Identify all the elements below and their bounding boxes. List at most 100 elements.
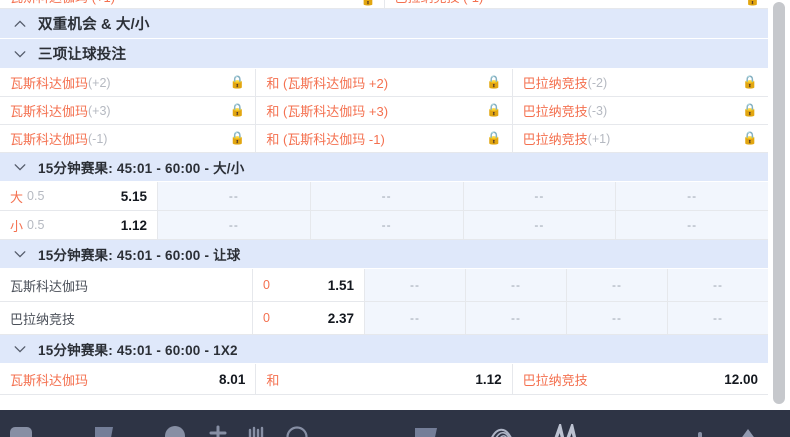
odd-cell[interactable]: 和 1.12 bbox=[256, 364, 513, 394]
outcome-handicap: (+3) bbox=[88, 103, 111, 118]
lock-icon: 🔒 bbox=[742, 75, 758, 89]
empty-dash: -- bbox=[511, 278, 521, 292]
outcome-cell[interactable]: 小 0.5 1.12 bbox=[0, 211, 158, 239]
app-icon-11[interactable] bbox=[690, 424, 710, 437]
partial-outcome-cell[interactable]: 巴拉纳竞技 (-1) 🔒 bbox=[384, 0, 768, 8]
empty-cell: -- bbox=[310, 211, 464, 239]
odd-cell[interactable]: 0 2.37 bbox=[253, 302, 365, 334]
team-label: 瓦斯科达伽玛 bbox=[10, 278, 89, 294]
empty-dash: -- bbox=[228, 189, 239, 203]
scrollbar-thumb[interactable] bbox=[773, 2, 785, 404]
handicap-value: 0 bbox=[263, 311, 270, 325]
outcome-cell[interactable]: 瓦斯科达伽玛 (+2) 🔒 bbox=[0, 69, 257, 96]
empty-cell: -- bbox=[466, 302, 567, 334]
outcome-line: 0.5 bbox=[27, 189, 45, 203]
section-header-15min-over-under[interactable]: 15分钟赛果: 45:01 - 60:00 - 大/小 bbox=[0, 153, 768, 182]
empty-cell: -- bbox=[158, 182, 311, 210]
app-icon-1[interactable] bbox=[8, 424, 34, 437]
empty-cell: -- bbox=[567, 302, 668, 334]
outcome-handicap: (-1) bbox=[88, 131, 108, 146]
app-icon-2[interactable] bbox=[92, 424, 116, 437]
lock-icon: 🔒 bbox=[361, 0, 376, 6]
partial-outcome-cell[interactable]: 瓦斯科达伽玛 (+1) 🔒 bbox=[0, 0, 385, 8]
outcome-cell[interactable]: 大 0.5 5.15 bbox=[0, 182, 158, 210]
empty-dash: -- bbox=[534, 189, 545, 203]
odd-value: 12.00 bbox=[724, 371, 758, 387]
lock-icon: 🔒 bbox=[229, 103, 246, 117]
outcome-cell[interactable]: 巴拉纳竞技 (-3) 🔒 bbox=[512, 97, 768, 124]
odd-cell[interactable]: 瓦斯科达伽玛 8.01 bbox=[0, 364, 257, 394]
table-row: 小 0.5 1.12 -- -- -- -- bbox=[0, 211, 768, 240]
app-icon-5[interactable] bbox=[246, 424, 268, 437]
empty-cell: -- bbox=[466, 269, 567, 301]
empty-dash: -- bbox=[511, 311, 521, 325]
outcome-label: 瓦斯科达伽玛 bbox=[10, 104, 89, 119]
app-icon-3[interactable] bbox=[162, 424, 188, 437]
outcome-label: 巴拉纳竞技 bbox=[522, 372, 588, 388]
app-icon-10[interactable] bbox=[614, 424, 654, 437]
section-header-three-way-handicap[interactable]: 三项让球投注 bbox=[0, 39, 768, 69]
app-icon-7[interactable] bbox=[412, 424, 440, 437]
markets-scroll-panel[interactable]: 瓦斯科达伽玛 (+1) 🔒 巴拉纳竞技 (-1) 🔒 双重机会 & 大/小 bbox=[0, 0, 790, 410]
outcome-label: 巴拉纳竞技 bbox=[522, 76, 588, 91]
empty-dash: -- bbox=[713, 278, 723, 292]
odd-value: 2.37 bbox=[327, 310, 354, 326]
lock-icon: 🔒 bbox=[745, 0, 760, 6]
empty-dash: -- bbox=[687, 189, 698, 203]
chevron-down-icon bbox=[12, 159, 28, 175]
handicap-value: 0 bbox=[263, 278, 270, 292]
outcome-label: 大 bbox=[10, 189, 24, 205]
app-icon-9[interactable] bbox=[548, 420, 582, 437]
section-header-15min-handicap[interactable]: 15分钟赛果: 45:01 - 60:00 - 让球 bbox=[0, 240, 768, 269]
outcome-label: 巴拉纳竞技 bbox=[522, 104, 588, 119]
odd-cell[interactable]: 巴拉纳竞技 12.00 bbox=[512, 364, 768, 394]
outcome-cell[interactable]: 巴拉纳竞技 (+1) 🔒 bbox=[512, 125, 768, 152]
app-icon-4[interactable] bbox=[208, 424, 228, 437]
chevron-up-icon bbox=[12, 16, 28, 32]
section-header-double-chance-over-under[interactable]: 双重机会 & 大/小 bbox=[0, 9, 768, 39]
outcome-cell[interactable]: 巴拉纳竞技 (-2) 🔒 bbox=[512, 69, 768, 96]
app-icon-6[interactable] bbox=[284, 424, 310, 437]
section-title: 15分钟赛果: 45:01 - 60:00 - 大/小 bbox=[38, 161, 245, 176]
lock-icon: 🔒 bbox=[486, 131, 502, 145]
team-name-cell: 瓦斯科达伽玛 bbox=[0, 269, 253, 301]
os-taskbar[interactable] bbox=[0, 410, 790, 437]
partial-top-row: 瓦斯科达伽玛 (+1) 🔒 巴拉纳竞技 (-1) 🔒 bbox=[0, 0, 768, 9]
team-label: 巴拉纳竞技 bbox=[10, 311, 76, 327]
outcome-cell[interactable]: 瓦斯科达伽玛 (-1) 🔒 bbox=[0, 125, 257, 152]
table-row: 瓦斯科达伽玛 (+2) 🔒 和 (瓦斯科达伽玛 +2) 🔒 巴拉纳竞技 (-2)… bbox=[0, 69, 768, 97]
empty-dash: -- bbox=[713, 311, 723, 325]
lock-icon: 🔒 bbox=[486, 103, 502, 117]
outcome-cell[interactable]: 和 (瓦斯科达伽玛 +2) 🔒 bbox=[256, 69, 513, 96]
section-title: 15分钟赛果: 45:01 - 60:00 - 让球 bbox=[38, 248, 241, 263]
outcome-cell[interactable]: 瓦斯科达伽玛 (+3) 🔒 bbox=[0, 97, 257, 124]
markets-content: 瓦斯科达伽玛 (+1) 🔒 巴拉纳竞技 (-1) 🔒 双重机会 & 大/小 bbox=[0, 0, 768, 395]
lock-icon: 🔒 bbox=[742, 131, 758, 145]
outcome-cell[interactable]: 和 (瓦斯科达伽玛 -1) 🔒 bbox=[256, 125, 513, 152]
empty-cell: -- bbox=[310, 182, 464, 210]
empty-dash: -- bbox=[381, 189, 392, 203]
section-title: 双重机会 & 大/小 bbox=[38, 17, 150, 33]
outcome-label: 和 (瓦斯科达伽玛 +2) bbox=[266, 76, 389, 91]
odd-cell[interactable]: 0 1.51 bbox=[253, 269, 365, 301]
empty-cell: -- bbox=[616, 182, 768, 210]
app-icon-12[interactable] bbox=[734, 424, 762, 437]
table-row: 大 0.5 5.15 -- -- -- -- bbox=[0, 182, 768, 211]
empty-dash: -- bbox=[687, 218, 698, 232]
section-title: 15分钟赛果: 45:01 - 60:00 - 1X2 bbox=[38, 343, 238, 358]
outcome-line: 0.5 bbox=[27, 218, 45, 232]
table-row: 瓦斯科达伽玛 (-1) 🔒 和 (瓦斯科达伽玛 -1) 🔒 巴拉纳竞技 (+1)… bbox=[0, 125, 768, 153]
empty-cell: -- bbox=[365, 269, 466, 301]
vertical-scrollbar[interactable] bbox=[773, 0, 785, 410]
section-header-15min-1x2[interactable]: 15分钟赛果: 45:01 - 60:00 - 1X2 bbox=[0, 335, 768, 364]
app-icon-8[interactable] bbox=[486, 424, 516, 437]
empty-dash: -- bbox=[534, 218, 545, 232]
empty-dash: -- bbox=[410, 311, 420, 325]
empty-cell: -- bbox=[668, 269, 768, 301]
outcome-label: 瓦斯科达伽玛 bbox=[10, 372, 89, 388]
outcome-cell[interactable]: 和 (瓦斯科达伽玛 +3) 🔒 bbox=[256, 97, 513, 124]
empty-cell: -- bbox=[463, 182, 617, 210]
table-row: 瓦斯科达伽玛 8.01 和 1.12 巴拉纳竞技 12.00 bbox=[0, 364, 768, 395]
outcome-label: 瓦斯科达伽玛 bbox=[10, 132, 89, 147]
